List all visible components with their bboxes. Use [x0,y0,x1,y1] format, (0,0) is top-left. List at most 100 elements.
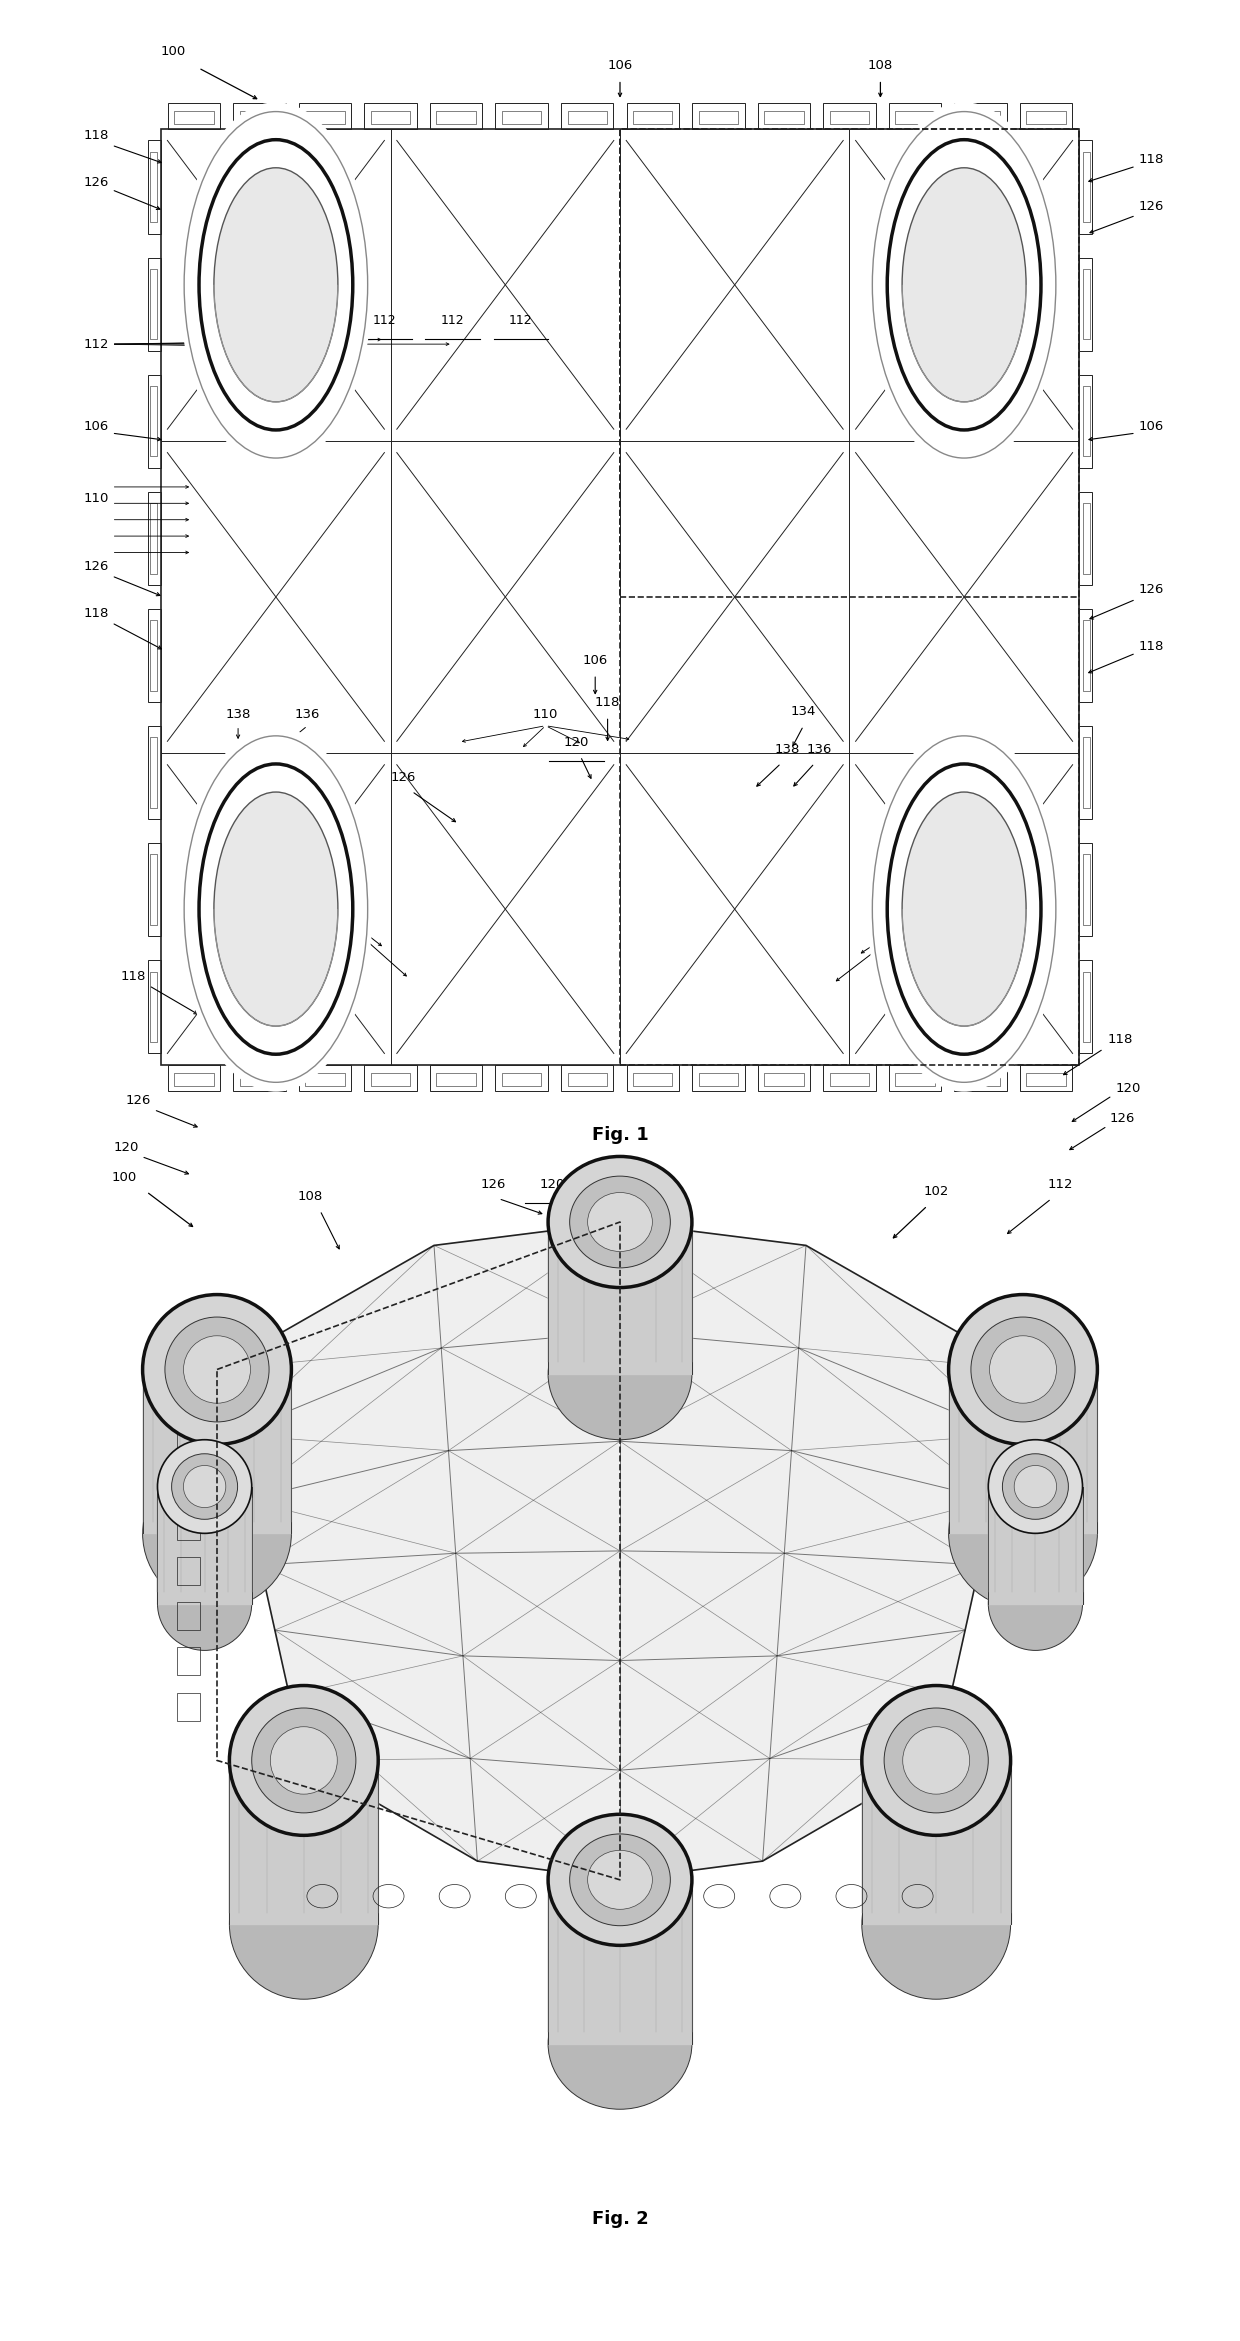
Bar [148,960,161,1053]
Bar [371,110,410,124]
Bar [177,1512,200,1540]
Bar [496,1065,548,1091]
Bar [955,103,1007,129]
Bar [560,103,614,129]
Polygon shape [949,1369,1097,1533]
Bar [626,103,680,129]
Ellipse shape [165,1318,269,1421]
Circle shape [179,726,372,1091]
Text: 112: 112 [372,314,397,328]
Text: 108: 108 [868,59,893,73]
Ellipse shape [157,1557,252,1650]
Text: 118: 118 [1107,1032,1132,1046]
Bar [1079,258,1092,351]
Bar [961,110,1001,124]
Bar [1083,972,1090,1042]
Bar [1079,843,1092,936]
Bar [692,1065,744,1091]
Text: 110: 110 [533,707,558,721]
Bar [1083,152,1090,222]
Ellipse shape [988,1557,1083,1650]
Text: 126: 126 [126,1093,151,1107]
Bar [568,110,606,124]
Text: 112: 112 [440,314,465,328]
Bar [620,129,1079,1065]
Text: 120: 120 [114,1140,139,1154]
Bar [150,269,157,339]
Text: 126: 126 [84,559,109,574]
Bar [148,375,161,468]
Bar [1079,960,1092,1053]
Bar [148,140,161,234]
Bar [299,103,351,129]
Bar [698,110,738,124]
Bar [1079,726,1092,819]
Circle shape [867,103,1060,468]
Ellipse shape [988,1440,1083,1533]
Bar [1027,1072,1065,1086]
Text: 110: 110 [267,869,291,883]
Text: 120: 120 [951,279,977,293]
Bar [150,737,157,808]
Bar [175,1072,213,1086]
Circle shape [213,169,337,403]
Ellipse shape [252,1709,356,1812]
Bar [177,1377,200,1405]
Bar [150,620,157,691]
Bar [305,110,345,124]
Ellipse shape [903,1728,970,1793]
Ellipse shape [862,1686,1011,1835]
Ellipse shape [569,1175,671,1269]
Bar [1019,1065,1073,1091]
Ellipse shape [229,1686,378,1835]
Text: 118: 118 [1138,152,1163,166]
Bar [698,1072,738,1086]
Bar [436,110,476,124]
Ellipse shape [971,1318,1075,1421]
Bar [758,103,810,129]
Text: 100: 100 [161,44,186,59]
Ellipse shape [548,1978,692,2109]
Ellipse shape [143,1458,291,1608]
Ellipse shape [171,1454,238,1519]
Text: 112: 112 [83,337,109,351]
Bar [496,103,548,129]
Bar [150,152,157,222]
Text: 118: 118 [1138,639,1163,653]
Circle shape [179,103,372,468]
Polygon shape [988,1487,1083,1604]
Ellipse shape [1014,1465,1056,1508]
Bar [889,103,941,129]
Bar [150,386,157,456]
Polygon shape [862,1760,1011,1924]
Ellipse shape [588,1849,652,1910]
Text: 112: 112 [508,314,533,328]
Ellipse shape [184,1465,226,1508]
Bar [233,103,285,129]
Bar [830,110,869,124]
Text: 108: 108 [298,1189,322,1203]
Text: 118: 118 [610,1182,635,1196]
Circle shape [213,791,337,1025]
Text: 126: 126 [391,770,415,784]
Ellipse shape [157,1440,252,1533]
Text: 120: 120 [1116,1082,1141,1096]
Text: 120: 120 [951,901,977,915]
Ellipse shape [184,1337,250,1402]
Text: 106: 106 [583,653,608,667]
Bar [233,1065,285,1091]
Polygon shape [217,1222,1023,1880]
Text: 118: 118 [122,969,146,983]
Bar [502,1072,542,1086]
Bar [830,1072,869,1086]
Bar [568,1072,606,1086]
Text: 134: 134 [263,780,288,794]
Bar [305,1072,345,1086]
Bar [148,726,161,819]
Ellipse shape [990,1337,1056,1402]
Text: 100: 100 [112,1170,136,1185]
Bar [430,103,482,129]
Bar [167,1065,221,1091]
Text: 112: 112 [1048,1178,1073,1192]
Text: 118: 118 [84,129,109,143]
